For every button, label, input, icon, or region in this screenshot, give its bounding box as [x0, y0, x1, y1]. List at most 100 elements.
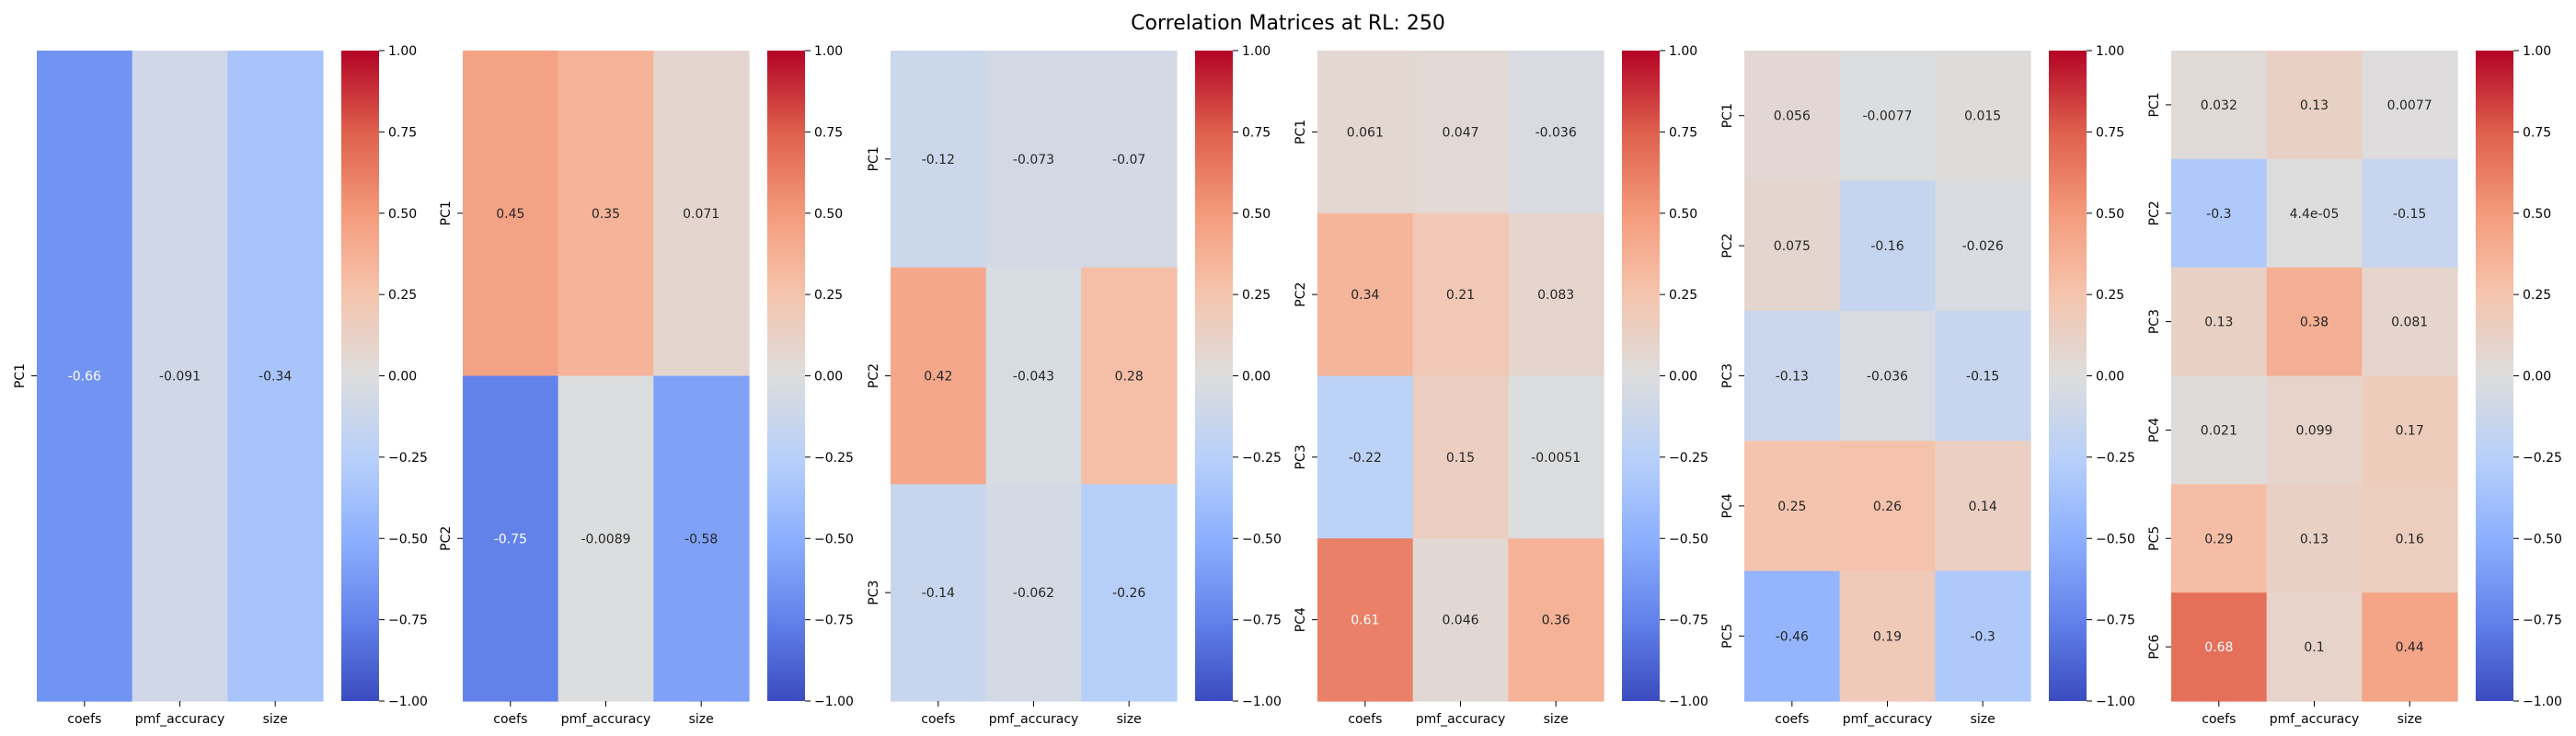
x-tick-label: pmf_accuracy	[1843, 712, 1933, 727]
heatmap-cell	[2171, 375, 2268, 485]
heatmap-cell	[132, 51, 228, 702]
heatmap-cell	[891, 267, 987, 485]
cell-value-label: -0.22	[1349, 451, 1382, 466]
y-tick-label: PC1	[1294, 120, 1308, 144]
heatmap-panel-1: -0.66 -0.091 -0.34 coefs pmf_accuracy size PC1…	[13, 44, 428, 727]
cell-value-label: 0.13	[2300, 98, 2329, 113]
heatmap-cell	[2266, 51, 2363, 160]
cell-value-label: -0.036	[1867, 370, 1908, 385]
colorbar-tick-label: −1.00	[1242, 695, 1282, 709]
colorbar-tick-label: −1.00	[814, 695, 854, 709]
cell-value-label: 0.16	[2396, 532, 2424, 546]
colorbar-tick-label: 1.00	[2096, 44, 2124, 59]
colorbar-tick-label: 0.00	[2523, 370, 2551, 385]
colorbar-tick-label: 0.25	[1242, 288, 1271, 303]
colorbar-tick-label: 0.00	[388, 370, 417, 385]
heatmap-cell	[1744, 570, 1841, 702]
colorbar-tick-label: −0.50	[1669, 532, 1708, 546]
cell-value-label: 0.21	[1446, 288, 1475, 303]
colorbar-tick-label: −1.00	[2096, 695, 2135, 709]
colorbar-tick-label: 0.75	[1242, 125, 1271, 140]
cell-value-label: 0.44	[2396, 640, 2424, 655]
x-tick-label: size	[1544, 712, 1569, 727]
heatmap-cell	[2266, 375, 2363, 485]
colorbar-tick-label: 0.50	[1669, 207, 1697, 222]
cell-value-label: -0.062	[1013, 586, 1054, 601]
x-tick-label: coefs	[2202, 712, 2236, 727]
cell-value-label: -0.58	[684, 532, 718, 546]
colorbar	[2476, 51, 2513, 701]
heatmap-cell	[985, 484, 1082, 702]
cell-value-label: -0.026	[1962, 239, 2004, 254]
y-tick-label: PC3	[2147, 309, 2162, 334]
cell-value-label: -0.0089	[581, 532, 630, 546]
cell-value-label: -0.13	[1776, 370, 1809, 385]
cell-value-label: 0.35	[592, 207, 620, 222]
colorbar-tick-label: −0.50	[2523, 532, 2562, 546]
x-tick-label: pmf_accuracy	[1416, 712, 1506, 727]
cell-value-label: 0.075	[1774, 239, 1811, 254]
colorbar-tick-label: −0.75	[2096, 614, 2135, 628]
colorbar-tick-label: −0.75	[814, 614, 854, 628]
heatmap-cell	[1744, 441, 1841, 572]
cell-value-label: 0.099	[2295, 423, 2332, 438]
heatmap-cell	[2171, 51, 2268, 160]
x-tick-label: size	[689, 712, 714, 727]
y-tick-label: PC2	[867, 363, 881, 388]
cell-value-label: 0.081	[2391, 316, 2428, 330]
figure-title: Correlation Matrices at RL: 250	[1131, 12, 1445, 35]
x-tick-label: pmf_accuracy	[561, 712, 651, 727]
y-tick-label: PC3	[1294, 444, 1308, 469]
heatmap-cell	[2266, 158, 2363, 269]
cell-value-label: 0.14	[1969, 500, 1997, 514]
x-tick-label: coefs	[1775, 712, 1809, 727]
heatmap-panel-2: 0.45 0.35 0.071 -0.75 -0.0089 -0.58 coefs pmf_a…	[439, 44, 854, 727]
colorbar-tick-label: 0.50	[388, 207, 417, 222]
y-tick-label: PC4	[1294, 607, 1308, 632]
heatmap-cell	[653, 375, 750, 702]
colorbar-tick-label: 0.50	[814, 207, 843, 222]
cell-value-label: -0.46	[1776, 629, 1809, 644]
colorbar-tick-label: −0.75	[2523, 614, 2562, 628]
cell-value-label: -0.0051	[1531, 451, 1581, 466]
heatmap-cell	[2362, 51, 2458, 160]
x-tick-label: pmf_accuracy	[135, 712, 225, 727]
y-tick-label: PC1	[439, 201, 454, 225]
colorbar-tick-label: 0.50	[2096, 207, 2124, 222]
heatmap-cell	[1317, 375, 1414, 539]
x-tick-label: coefs	[1348, 712, 1382, 727]
cell-value-label: -0.15	[2393, 207, 2426, 222]
heatmap-cell	[653, 51, 750, 377]
cell-value-label: -0.75	[494, 532, 527, 546]
cell-value-label: 0.071	[683, 207, 719, 222]
cell-value-label: 0.29	[2204, 532, 2233, 546]
cell-value-label: 0.68	[2204, 640, 2233, 655]
heatmap-cell	[1508, 51, 1604, 214]
y-tick-label: PC5	[2147, 526, 2162, 551]
heatmap-cell	[2362, 484, 2458, 593]
colorbar-tick-label: 1.00	[1669, 44, 1697, 59]
heatmap-cell	[1508, 375, 1604, 539]
heatmap-cell	[891, 484, 987, 702]
cell-value-label: -0.07	[1112, 153, 1145, 167]
colorbar-tick-label: 1.00	[388, 44, 417, 59]
colorbar-tick-label: −0.25	[2096, 451, 2135, 466]
colorbar-tick-label: 0.50	[1242, 207, 1271, 222]
cell-value-label: -0.26	[1112, 586, 1145, 601]
cell-value-label: 0.26	[1873, 500, 1902, 514]
colorbar-tick-label: 0.75	[2096, 125, 2124, 140]
heatmap-cell	[1839, 570, 1936, 702]
heatmap-cell	[2266, 484, 2363, 593]
x-tick-label: size	[2398, 712, 2422, 727]
cell-value-label: 0.061	[1347, 125, 1384, 140]
y-tick-label: PC2	[1720, 234, 1735, 259]
colorbar-tick-label: 0.25	[388, 288, 417, 303]
x-tick-label: coefs	[921, 712, 955, 727]
colorbar	[2049, 51, 2087, 701]
cell-value-label: 0.36	[1542, 614, 1570, 628]
colorbar-tick-label: 1.00	[814, 44, 843, 59]
y-tick-label: PC2	[1294, 282, 1308, 307]
cell-value-label: 0.45	[496, 207, 524, 222]
y-tick-label: PC3	[1720, 363, 1735, 388]
